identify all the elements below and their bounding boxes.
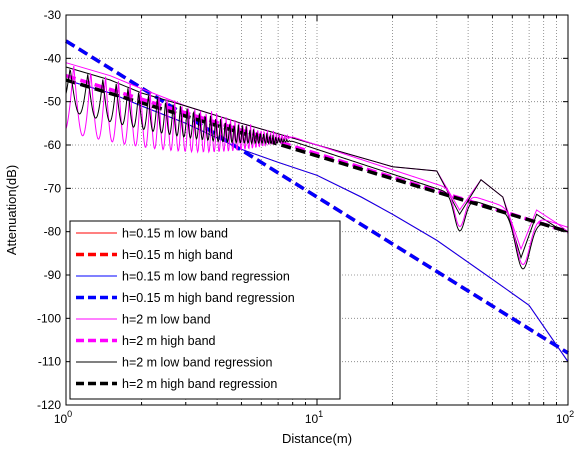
y-tick-label: -30	[44, 8, 62, 22]
y-tick-label: -80	[44, 225, 62, 239]
x-tick-exponent: 2	[569, 409, 574, 419]
legend-label-5: h=2 m high band	[122, 334, 216, 348]
y-tick-label: -90	[44, 268, 62, 282]
legend-label-0: h=0.15 m low band	[122, 227, 228, 241]
x-tick-exponent: 1	[318, 409, 323, 419]
y-tick-label: -60	[44, 138, 62, 152]
series-line-6	[65, 66, 569, 260]
x-tick-label: 100	[54, 409, 72, 426]
series-line-7	[65, 78, 569, 234]
y-axis-label: Attenuation(dB)	[4, 165, 19, 255]
x-tick-exponent: 0	[67, 409, 72, 419]
y-tick-label: -50	[44, 95, 62, 109]
y-tick-label: -70	[44, 181, 62, 195]
data-series	[65, 39, 569, 362]
x-axis-label: Distance(m)	[282, 431, 352, 446]
legend-label-6: h=2 m low band regression	[122, 356, 272, 370]
legend: h=0.15 m low band h=0.15 m high band h=0.1…	[69, 220, 341, 400]
h2-regression-ripple	[65, 68, 569, 270]
y-tick-label: -120	[37, 398, 61, 412]
x-tick-label: 102	[556, 409, 574, 426]
legend-box	[69, 220, 341, 400]
legend-label-3: h=0.15 m high band regression	[122, 291, 295, 305]
h2-low-band-ripple	[65, 66, 569, 266]
y-tick-label: -40	[44, 51, 62, 65]
x-tick-label: 101	[305, 409, 323, 426]
legend-label-4: h=2 m low band	[122, 313, 211, 327]
legend-label-1: h=0.15 m high band	[122, 248, 233, 262]
legend-label-7: h=2 m high band regression	[122, 377, 277, 391]
legend-label-2: h=0.15 m low band regression	[122, 270, 290, 284]
y-tick-label: -100	[37, 311, 61, 325]
y-tick-label: -110	[38, 355, 61, 369]
